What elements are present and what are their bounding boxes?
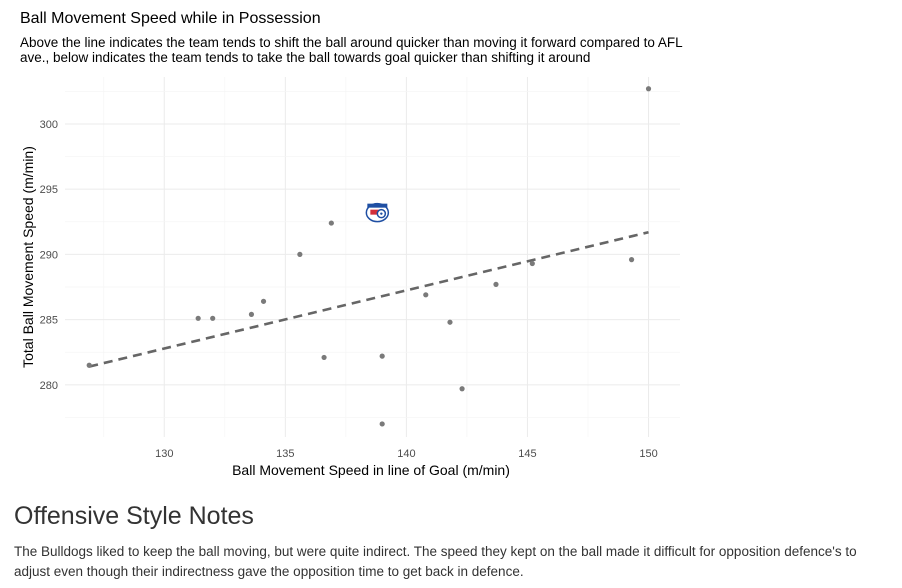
x-tick-label: 145 (518, 448, 536, 460)
y-axis-title: Total Ball Movement Speed (m/min) (20, 146, 36, 368)
notes-heading: Offensive Style Notes (14, 502, 254, 530)
grid-lines (65, 77, 680, 437)
data-point (379, 421, 385, 427)
data-point (248, 311, 255, 317)
data-point (86, 362, 92, 368)
data-point (423, 292, 429, 298)
data-point (297, 251, 303, 257)
y-tick-label: 280 (40, 380, 58, 392)
trend-line (88, 230, 649, 368)
data-point (529, 260, 535, 267)
data-points (86, 86, 652, 427)
chart-title: Ball Movement Speed while in Possession (20, 10, 321, 27)
data-point (328, 220, 334, 226)
notes-text: The Bulldogs liked to keep the ball movi… (14, 544, 857, 579)
data-point (447, 319, 453, 325)
x-tick-label: 135 (276, 448, 294, 460)
x-tick-label: 150 (639, 448, 657, 460)
x-tick-labels: 130 135 140 145 150 (155, 448, 658, 460)
y-tick-label: 290 (40, 249, 58, 261)
trend-line-group (88, 230, 649, 368)
data-point (628, 257, 635, 263)
y-tick-label: 300 (40, 119, 58, 131)
bulldogs-logo-icon (365, 202, 390, 223)
data-point (379, 353, 385, 359)
y-tick-label: 285 (40, 315, 58, 327)
data-point (195, 315, 201, 321)
scatter-plot: 130 135 140 145 150 280 285 290 295 300 Ball Mov… (20, 77, 680, 478)
data-point (645, 86, 652, 92)
x-tick-label: 130 (155, 448, 173, 460)
data-point (459, 386, 465, 392)
data-point (210, 315, 216, 321)
y-tick-label: 295 (40, 184, 58, 196)
data-point (260, 298, 267, 304)
x-tick-label: 140 (397, 448, 415, 460)
data-point (493, 281, 499, 287)
x-axis-title: Ball Movement Speed in line of Goal (m/m… (232, 462, 510, 478)
y-tick-labels: 280 285 290 295 300 (40, 119, 58, 392)
data-point (321, 354, 327, 361)
chart-subtitle: Above the line indicates the team tends … (20, 35, 683, 65)
